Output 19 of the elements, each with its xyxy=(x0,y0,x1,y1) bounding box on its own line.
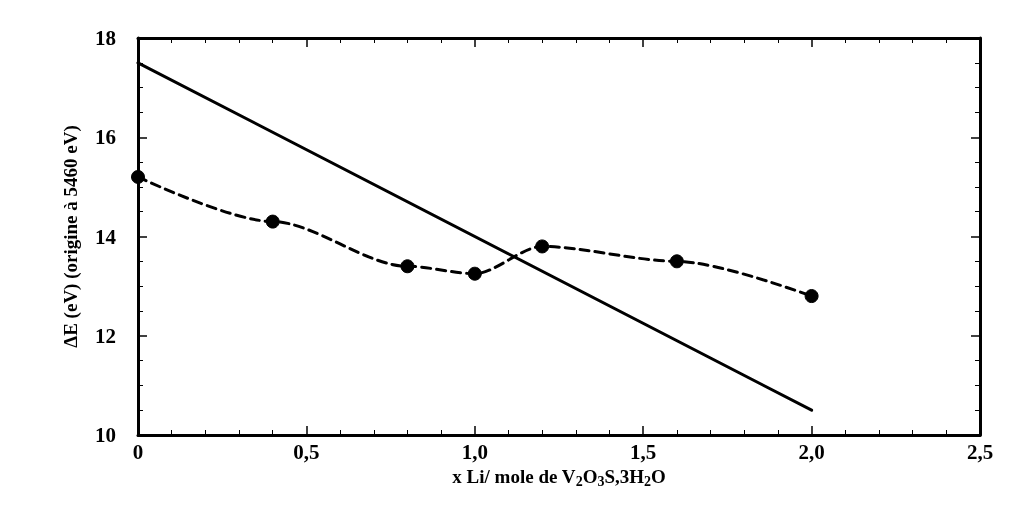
x-tick-label: 2,0 xyxy=(798,439,825,464)
point xyxy=(131,169,145,184)
y-tick-label: 12 xyxy=(95,323,116,348)
x-tick-label: 2,5 xyxy=(966,439,994,464)
point xyxy=(467,266,482,281)
point xyxy=(265,214,280,229)
y-tick-label: 16 xyxy=(95,125,116,150)
y-tick-label: 18 xyxy=(95,26,116,50)
y-axis-title: ΔE (eV) (origine à 5460 eV) xyxy=(60,125,82,348)
x-tick-label: 0,5 xyxy=(293,439,320,464)
y-tick-label: 14 xyxy=(95,224,117,249)
x-tick-label: 1,0 xyxy=(461,439,488,464)
point xyxy=(400,259,415,274)
point xyxy=(804,289,819,304)
x-tick-label: 1,5 xyxy=(630,439,657,464)
x-tick-label: 0 xyxy=(132,439,144,464)
point xyxy=(535,239,550,254)
point xyxy=(669,254,684,269)
y-tick-label: 10 xyxy=(95,423,116,447)
